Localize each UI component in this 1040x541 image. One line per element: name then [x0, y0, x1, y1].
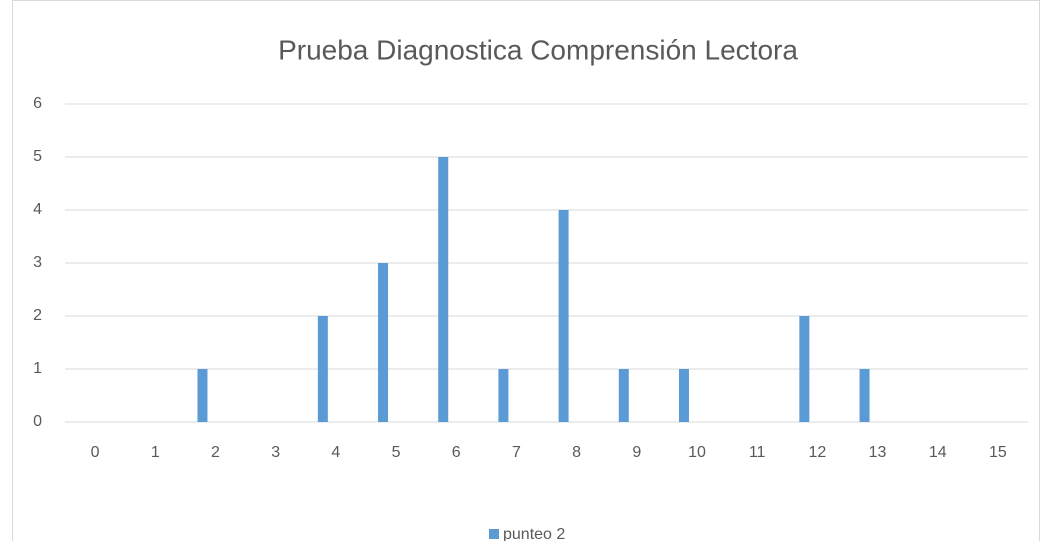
x-tick-label: 12: [808, 444, 826, 461]
x-tick-label: 8: [572, 444, 581, 461]
y-tick-label: 6: [33, 95, 42, 112]
y-tick-label: 1: [33, 360, 42, 377]
bar: [558, 210, 569, 422]
x-tick-label: 10: [688, 444, 706, 461]
y-tick-label: 0: [33, 413, 42, 430]
x-tick-label: 4: [331, 444, 340, 461]
x-tick-label: 7: [512, 444, 521, 461]
chart-title: Prueba Diagnostica Comprensión Lectora: [278, 34, 798, 65]
bar: [799, 316, 810, 422]
x-tick-label: 2: [211, 444, 220, 461]
bar: [618, 369, 629, 422]
bar: [859, 369, 870, 422]
bar: [378, 263, 389, 422]
bar: [317, 316, 328, 422]
x-tick-label: 6: [452, 444, 461, 461]
x-tick-label: 0: [91, 444, 100, 461]
x-tick-label: 9: [632, 444, 641, 461]
bar: [438, 157, 449, 422]
bar: [678, 369, 689, 422]
x-tick-label: 3: [271, 444, 280, 461]
y-tick-label: 3: [33, 254, 42, 271]
x-tick-label: 13: [869, 444, 887, 461]
bar: [498, 369, 509, 422]
x-tick-label: 11: [749, 444, 766, 461]
x-tick-label: 15: [989, 444, 1007, 461]
y-tick-label: 5: [33, 148, 42, 165]
bar: [197, 369, 208, 422]
x-tick-label: 1: [151, 444, 160, 461]
legend-label: punteo 2: [503, 526, 565, 541]
legend-swatch: [489, 529, 499, 539]
y-tick-label: 2: [33, 307, 42, 324]
x-tick-label: 14: [929, 444, 947, 461]
y-tick-label: 4: [33, 201, 42, 218]
chart-border: [12, 0, 1040, 541]
x-tick-label: 5: [392, 444, 401, 461]
